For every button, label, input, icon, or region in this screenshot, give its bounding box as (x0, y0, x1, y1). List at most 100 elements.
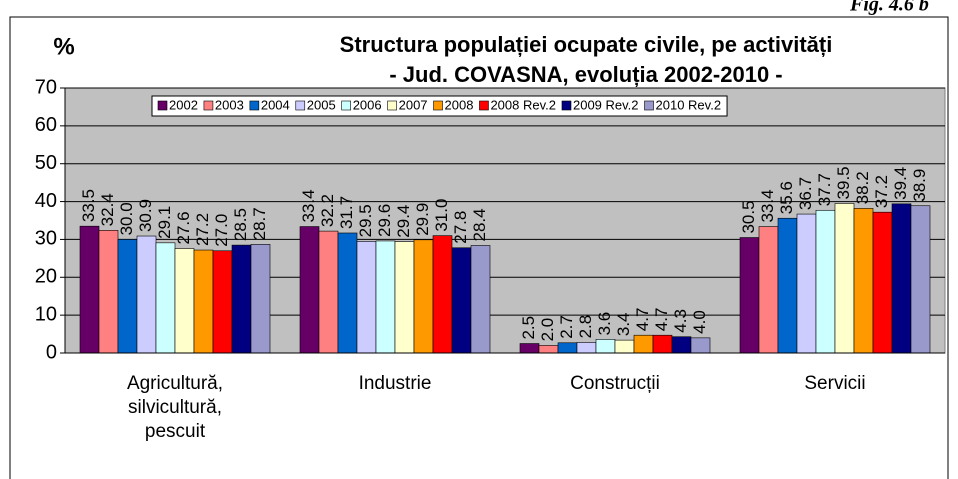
bar (853, 208, 874, 354)
bar (98, 230, 119, 354)
chart-subtitle: - Jud. COVASNA, evoluția 2002-2010 - (389, 62, 782, 87)
bar (739, 237, 760, 354)
legend-label: 2005 (307, 97, 336, 112)
value-label: 2.7 (557, 315, 576, 339)
bar (538, 345, 559, 354)
value-label: 2.0 (538, 318, 557, 342)
legend-label: 2009 Rev.2 (573, 97, 639, 112)
bar (155, 242, 176, 354)
bar (891, 203, 912, 354)
value-label: 27.6 (174, 211, 193, 244)
bar (318, 230, 339, 354)
bar (796, 213, 817, 354)
y-tick-label: 50 (35, 152, 57, 174)
bar (250, 244, 271, 354)
bar (299, 226, 320, 354)
value-label: 37.2 (872, 175, 891, 208)
bar (652, 334, 673, 354)
bar (193, 249, 214, 354)
bar (595, 339, 616, 354)
value-label: 39.5 (834, 166, 853, 199)
value-label: 31.7 (337, 196, 356, 229)
fig-label: Fig. 4.6 b (849, 0, 929, 16)
value-label: 27.8 (451, 211, 470, 244)
bar (815, 209, 836, 354)
bar (777, 217, 798, 354)
value-label: 30.9 (136, 199, 155, 232)
value-label: 29.4 (394, 205, 413, 238)
value-label: 39.4 (891, 167, 910, 200)
bar (79, 225, 100, 354)
bar (337, 232, 358, 354)
bar (614, 339, 635, 354)
value-label: 2.5 (519, 316, 538, 340)
value-label: 33.5 (79, 189, 98, 222)
bar (394, 241, 415, 354)
legend-label: 2002 (169, 97, 198, 112)
y-axis-label: % (53, 33, 74, 60)
value-label: 29.1 (155, 206, 174, 239)
bar (356, 241, 377, 354)
legend-swatch (203, 100, 214, 111)
legend-swatch (157, 100, 168, 111)
bar (212, 250, 233, 354)
value-label: 4.3 (671, 309, 690, 333)
bar (451, 247, 472, 354)
legend-label: 2003 (215, 97, 244, 112)
value-label: 38.2 (853, 171, 872, 204)
x-tick-label: Construcții (570, 373, 660, 394)
legend-label: 2008 (445, 97, 474, 112)
y-tick-label: 30 (35, 228, 57, 250)
chart-title: Structura populației ocupate civile, pe … (340, 32, 833, 57)
y-tick-label: 70 (35, 76, 57, 98)
bar (576, 342, 597, 354)
legend: 2002 2003 2004 2005 2006 2007 2008 2008 Rev.2 20… (151, 95, 728, 117)
value-label: 31.0 (432, 199, 451, 232)
legend-swatch (387, 100, 397, 111)
bar (413, 239, 434, 354)
value-label: 4.7 (652, 308, 671, 332)
x-tick-label: Agricultură, silvicultură, pescuit (126, 373, 224, 442)
value-label: 29.9 (413, 203, 432, 236)
bar (834, 203, 855, 354)
value-label: 4.0 (690, 310, 709, 334)
bar (872, 211, 893, 354)
value-label: 3.6 (595, 312, 614, 336)
value-label: 30.0 (117, 202, 136, 235)
value-label: 4.7 (633, 308, 652, 332)
y-tick-label: 10 (35, 303, 57, 325)
value-label: 28.5 (231, 208, 250, 241)
bar (519, 343, 540, 354)
bar (136, 235, 157, 354)
value-label: 29.5 (356, 204, 375, 237)
value-label: 27.0 (212, 214, 231, 247)
x-tick-label: Industrie (358, 373, 432, 394)
bar (174, 248, 195, 354)
value-label: 37.7 (815, 173, 834, 206)
legend-swatch (341, 100, 351, 111)
value-label: 2.8 (576, 315, 595, 339)
value-label: 32.2 (318, 194, 337, 227)
legend-swatch (433, 100, 443, 111)
value-label: 27.2 (193, 213, 212, 246)
bar (117, 239, 138, 354)
bar (470, 245, 491, 354)
y-tick-label: 40 (35, 190, 57, 212)
value-label: 28.7 (250, 207, 269, 240)
y-tick-label: 20 (35, 266, 57, 288)
value-label: 33.4 (299, 189, 318, 222)
x-tick-label: Servicii (804, 373, 866, 394)
value-label: 33.4 (758, 189, 777, 222)
legend-swatch (249, 100, 260, 111)
value-label: 28.4 (470, 208, 489, 241)
legend-swatch (644, 100, 654, 111)
legend-label: 2007 (399, 97, 428, 112)
y-tick-label: 60 (35, 114, 57, 136)
value-label: 3.4 (614, 312, 633, 336)
y-tick-label: 0 (46, 341, 57, 363)
legend-label: 2006 (353, 97, 382, 112)
legend-label: 2010 Rev.2 (656, 97, 722, 112)
bar (557, 342, 578, 354)
